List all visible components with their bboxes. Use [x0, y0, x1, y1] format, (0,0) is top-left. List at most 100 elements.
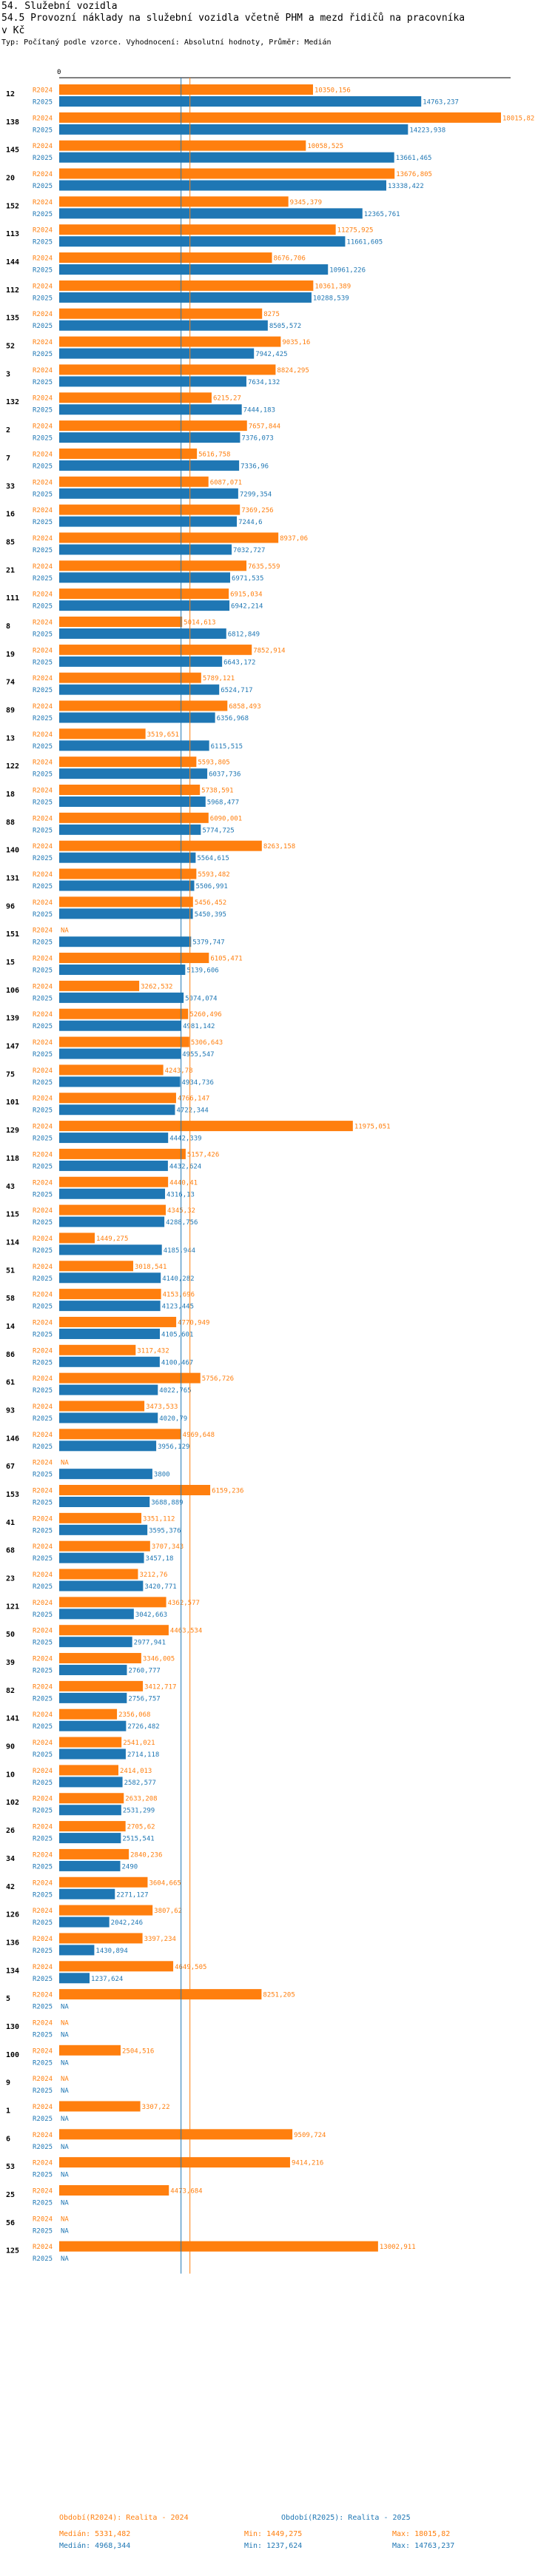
- data-label-r2024: 4153,696: [163, 1292, 195, 1299]
- series-label-r2024: R2024: [33, 1264, 53, 1271]
- data-label-r2024: 5014,613: [184, 619, 215, 626]
- na-label-r2025: NA: [61, 2059, 69, 2067]
- series-label-r2025: R2025: [33, 2144, 53, 2151]
- data-label-r2024: 4440,41: [169, 1179, 198, 1187]
- data-label-r2025: 2042,246: [111, 1919, 143, 1927]
- group-label: 144: [6, 258, 19, 266]
- series-label-r2024: R2024: [33, 1711, 53, 1719]
- data-label-r2024: 5593,482: [198, 871, 229, 879]
- data-label-r2024: 2504,516: [122, 2047, 154, 2055]
- legend-r2024-max: Max: 18015,82: [392, 2530, 450, 2538]
- data-label-r2025: 6356,968: [217, 715, 249, 722]
- series-label-r2024: R2024: [33, 479, 53, 486]
- group-label: 82: [6, 1687, 15, 1695]
- bar-r2024: [59, 1680, 144, 1691]
- data-label-r2024: 3212,76: [139, 1572, 167, 1579]
- series-label-r2024: R2024: [33, 171, 53, 178]
- data-label-r2024: 2840,236: [130, 1851, 162, 1859]
- series-label-r2024: R2024: [33, 703, 53, 711]
- series-label-r2024: R2024: [33, 1768, 53, 1775]
- series-label-r2025: R2025: [33, 995, 53, 1002]
- series-label-r2025: R2025: [33, 1723, 53, 1731]
- series-label-r2025: R2025: [33, 1555, 53, 1563]
- bar-r2025: [59, 376, 246, 387]
- data-label-r2024: 9035,16: [282, 339, 310, 346]
- series-label-r2024: R2024: [33, 311, 53, 318]
- series-label-r2024: R2024: [33, 395, 53, 403]
- data-label-r2024: 3473,533: [146, 1403, 178, 1411]
- series-label-r2024: R2024: [33, 928, 53, 935]
- series-label-r2025: R2025: [33, 1583, 53, 1591]
- data-label-r2024: 18015,82: [502, 115, 534, 122]
- series-label-r2025: R2025: [33, 491, 53, 498]
- data-label-r2025: 4020,79: [159, 1415, 187, 1423]
- bar-r2025: [59, 488, 238, 499]
- group-label: 130: [6, 2023, 19, 2031]
- bar-r2025: [59, 264, 329, 275]
- data-label-r2025: 5774,725: [202, 827, 234, 834]
- data-label-r2025: 4432,624: [169, 1163, 201, 1170]
- data-label-r2024: 6090,001: [210, 815, 242, 822]
- series-label-r2025: R2025: [33, 1275, 53, 1283]
- data-label-r2025: 7032,727: [233, 547, 265, 554]
- data-label-r2024: 3307,22: [142, 2104, 170, 2111]
- data-label-r2025: 13661,465: [396, 155, 432, 162]
- series-label-r2024: R2024: [33, 507, 53, 514]
- group-label: 114: [6, 1238, 19, 1247]
- bar-r2025: [59, 796, 206, 807]
- bar-r2024: [59, 1232, 95, 1244]
- na-label-r2025: NA: [61, 2116, 69, 2123]
- series-label-r2024: R2024: [33, 1488, 53, 1495]
- data-label-r2025: 4022,765: [159, 1387, 191, 1395]
- data-label-r2024: 1449,275: [96, 1235, 128, 1243]
- series-label-r2024: R2024: [33, 1067, 53, 1075]
- data-label-r2025: 7299,354: [240, 491, 272, 498]
- series-label-r2024: R2024: [33, 1039, 53, 1047]
- bar-r2025: [59, 992, 184, 1003]
- series-label-r2025: R2025: [33, 1107, 53, 1115]
- series-label-r2024: R2024: [33, 1151, 53, 1158]
- bar-r2024: [59, 1485, 211, 1495]
- data-label-r2025: 7336,96: [240, 463, 269, 470]
- bar-r2024: [59, 1821, 126, 1832]
- series-label-r2024: R2024: [33, 843, 53, 851]
- data-label-r2024: 9509,724: [294, 2132, 326, 2139]
- series-label-r2025: R2025: [33, 2255, 53, 2263]
- bar-r2025: [59, 1412, 158, 1423]
- bar-r2025: [59, 908, 193, 919]
- na-label-r2025: NA: [61, 2087, 69, 2095]
- bar-r2024: [59, 448, 198, 459]
- bar-r2024: [59, 1008, 189, 1019]
- series-label-r2024: R2024: [33, 1432, 53, 1439]
- series-label-r2024: R2024: [33, 1096, 53, 1103]
- series-label-r2024: R2024: [33, 199, 53, 207]
- data-label-r2024: 4766,147: [178, 1096, 209, 1103]
- series-label-r2025: R2025: [33, 155, 53, 162]
- series-label-r2024: R2024: [33, 255, 53, 263]
- series-label-r2025: R2025: [33, 1443, 53, 1451]
- group-label: 43: [6, 1183, 15, 1191]
- series-label-r2025: R2025: [33, 2200, 53, 2207]
- bar-r2025: [59, 1216, 165, 1227]
- na-label-r2025: NA: [61, 2031, 69, 2039]
- group-label: 5: [6, 1995, 10, 2003]
- series-label-r2025: R2025: [33, 883, 53, 890]
- group-label: 16: [6, 511, 15, 519]
- data-label-r2025: 5139,606: [186, 967, 218, 975]
- data-label-r2024: 3412,717: [144, 1683, 176, 1691]
- series-label-r2024: R2024: [33, 339, 53, 346]
- data-label-r2024: 8251,205: [263, 1992, 295, 1999]
- bar-r2025: [59, 1272, 161, 1284]
- series-label-r2024: R2024: [33, 2132, 53, 2139]
- bar-r2024: [59, 840, 262, 851]
- group-label: 3: [6, 370, 10, 378]
- na-label-r2025: NA: [61, 2200, 69, 2207]
- bar-r2025: [59, 1244, 162, 1255]
- group-label: 33: [6, 483, 15, 491]
- bar-r2024: [59, 2045, 121, 2056]
- data-label-r2025: 3956,129: [158, 1443, 189, 1451]
- bar-r2025: [59, 516, 238, 527]
- data-label-r2024: 8263,158: [263, 843, 295, 851]
- data-label-r2025: 2515,541: [122, 1836, 154, 1843]
